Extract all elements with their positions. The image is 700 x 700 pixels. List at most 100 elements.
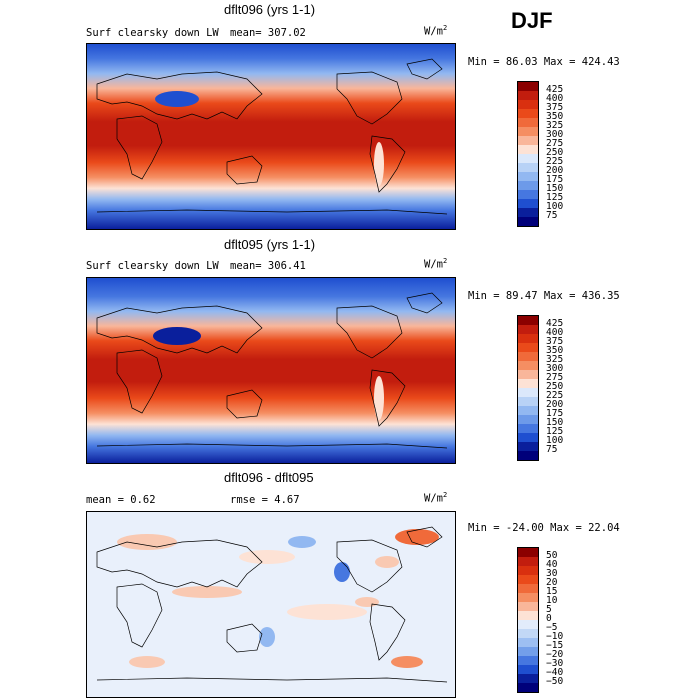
colorbar-swatch (518, 172, 538, 181)
colorbar-swatch (518, 593, 538, 602)
panel1-minmax: Min = 86.03 Max = 424.43 (468, 56, 620, 68)
colorbar-swatch (518, 217, 538, 226)
colorbar-tick-label: 425 (546, 84, 564, 95)
panel1-field (87, 44, 455, 229)
colorbar-tick-label: 250 (546, 147, 564, 158)
colorbar-tick-label: −20 (546, 649, 564, 660)
panel2-variable-label: Surf clearsky down LW (86, 260, 219, 272)
colorbar-tick-label: 225 (546, 390, 564, 401)
panel3-mean-label: mean = 0.62 (86, 494, 156, 506)
panel1-tibet-low (155, 91, 199, 107)
colorbar-tick-label: 325 (546, 354, 564, 365)
colorbar-swatch (518, 388, 538, 397)
colorbar-tick-label: 400 (546, 93, 564, 104)
panel1-title: dflt096 (yrs 1-1) (224, 2, 316, 17)
colorbar-swatch (518, 424, 538, 433)
colorbar-swatch (518, 433, 538, 442)
panel3-units: W/m2 (424, 491, 448, 505)
colorbar-tick-label: 350 (546, 345, 564, 356)
panel1-andes-low (374, 142, 384, 186)
colorbar-swatch (518, 406, 538, 415)
colorbar-swatch (518, 442, 538, 451)
colorbar-swatch (518, 611, 538, 620)
colorbar-tick-label: 375 (546, 336, 564, 347)
panel1-colorbar (517, 81, 539, 227)
colorbar-tick-label: 200 (546, 165, 564, 176)
colorbar-swatch (518, 397, 538, 406)
colorbar-tick-label: 0 (546, 613, 552, 624)
colorbar-swatch (518, 181, 538, 190)
colorbar-swatch (518, 683, 538, 692)
colorbar-swatch (518, 154, 538, 163)
panel2-colorbar (517, 315, 539, 461)
panel3-coastlines (96, 526, 448, 683)
panel1-map (86, 43, 456, 230)
panel3-anomalies (117, 529, 439, 668)
colorbar-tick-label: 275 (546, 372, 564, 383)
colorbar-swatch (518, 82, 538, 91)
panel2-mean-label: mean= 306.41 (230, 260, 306, 272)
colorbar-tick-label: 175 (546, 408, 564, 419)
colorbar-tick-label: 350 (546, 111, 564, 122)
panel3-colorbar (517, 547, 539, 693)
colorbar-tick-label: 250 (546, 381, 564, 392)
colorbar-tick-label: 30 (546, 568, 558, 579)
colorbar-swatch (518, 557, 538, 566)
colorbar-swatch (518, 325, 538, 334)
panel3-rmse-label: rmse = 4.67 (230, 494, 300, 506)
colorbar-swatch (518, 118, 538, 127)
colorbar-tick-label: 200 (546, 399, 564, 410)
colorbar-tick-label: −15 (546, 640, 564, 651)
colorbar-tick-label: 225 (546, 156, 564, 167)
colorbar-tick-label: 75 (546, 210, 558, 221)
colorbar-swatch (518, 629, 538, 638)
colorbar-swatch (518, 379, 538, 388)
colorbar-swatch (518, 91, 538, 100)
colorbar-swatch (518, 190, 538, 199)
colorbar-tick-label: 400 (546, 327, 564, 338)
colorbar-tick-label: −40 (546, 667, 564, 678)
colorbar-tick-label: 15 (546, 586, 558, 597)
colorbar-swatch (518, 334, 538, 343)
colorbar-swatch (518, 100, 538, 109)
colorbar-swatch (518, 316, 538, 325)
panel3-minmax: Min = -24.00 Max = 22.04 (468, 522, 620, 534)
colorbar-tick-label: 150 (546, 417, 564, 428)
colorbar-tick-label: 100 (546, 201, 564, 212)
panel2-units: W/m2 (424, 257, 448, 271)
colorbar-tick-label: 325 (546, 120, 564, 131)
colorbar-tick-label: −10 (546, 631, 564, 642)
panel2-coastlines (96, 292, 448, 449)
colorbar-swatch (518, 136, 538, 145)
panel2-tibet-low (153, 327, 201, 345)
colorbar-swatch (518, 199, 538, 208)
colorbar-tick-label: 425 (546, 318, 564, 329)
colorbar-tick-label: −50 (546, 676, 564, 687)
colorbar-tick-label: −5 (546, 622, 558, 633)
colorbar-swatch (518, 584, 538, 593)
colorbar-swatch (518, 415, 538, 424)
colorbar-swatch (518, 638, 538, 647)
panel3-map (86, 511, 456, 698)
colorbar-swatch (518, 575, 538, 584)
colorbar-swatch (518, 620, 538, 629)
colorbar-swatch (518, 145, 538, 154)
panel2-field (87, 278, 455, 463)
colorbar-tick-label: 375 (546, 102, 564, 113)
colorbar-swatch (518, 656, 538, 665)
colorbar-tick-label: 300 (546, 129, 564, 140)
colorbar-tick-label: 40 (546, 559, 558, 570)
panel1-coastlines (96, 58, 448, 215)
panel2-minmax: Min = 89.47 Max = 436.35 (468, 290, 620, 302)
colorbar-tick-label: 150 (546, 183, 564, 194)
colorbar-swatch (518, 451, 538, 460)
colorbar-tick-label: 10 (546, 595, 558, 606)
colorbar-swatch (518, 370, 538, 379)
colorbar-tick-label: 125 (546, 192, 564, 203)
colorbar-swatch (518, 127, 538, 136)
colorbar-swatch (518, 163, 538, 172)
colorbar-swatch (518, 109, 538, 118)
panel1-mean-label: mean= 307.02 (230, 27, 306, 39)
colorbar-swatch (518, 674, 538, 683)
panel2-andes-low (374, 376, 384, 420)
